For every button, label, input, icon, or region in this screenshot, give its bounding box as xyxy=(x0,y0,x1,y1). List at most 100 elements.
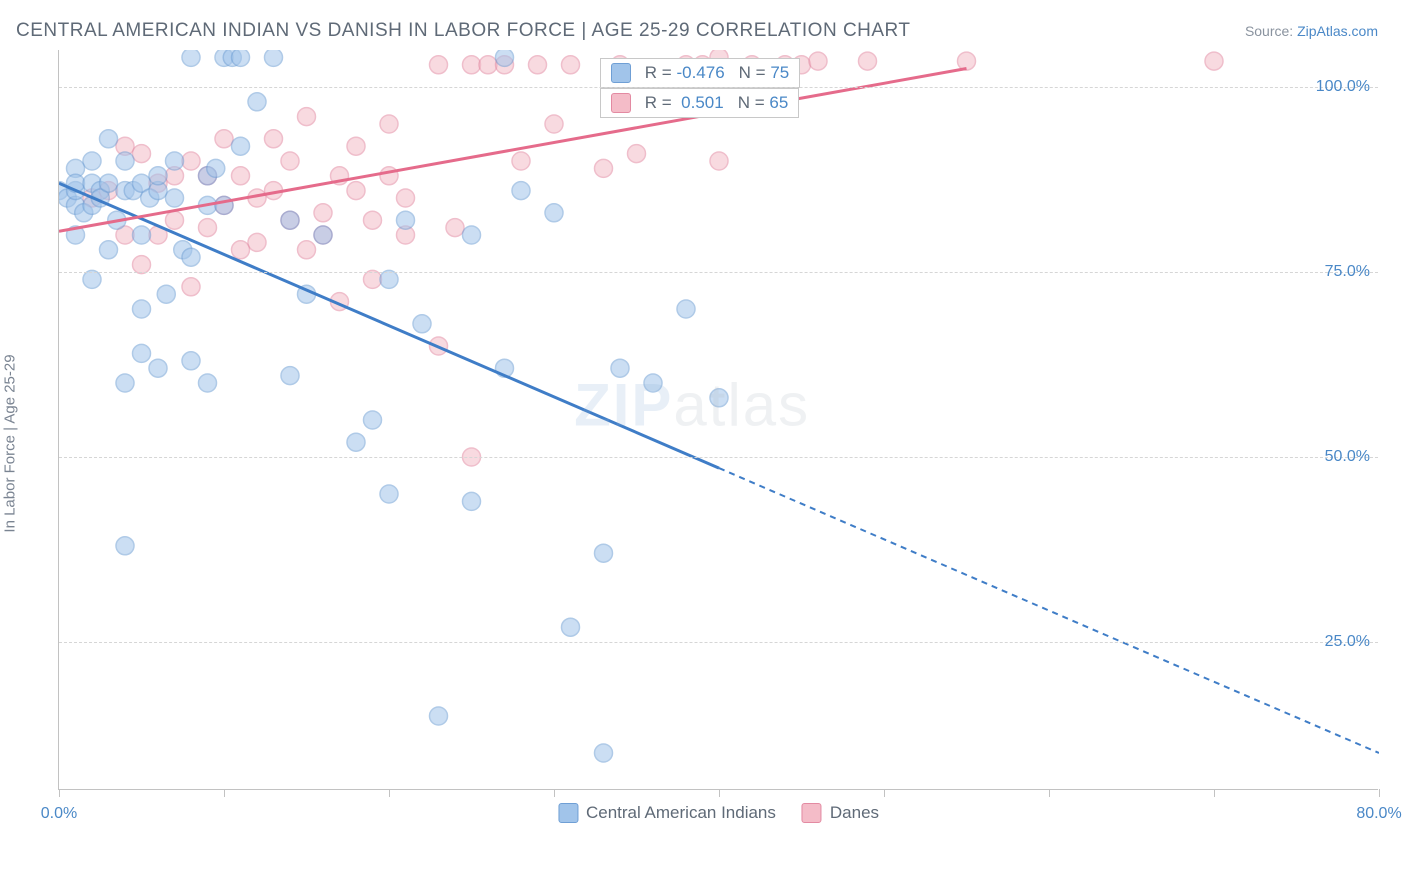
data-point xyxy=(347,433,365,451)
data-point xyxy=(595,744,613,762)
data-point xyxy=(265,130,283,148)
correlation-swatch-pink xyxy=(611,93,631,113)
data-point xyxy=(562,56,580,74)
data-point xyxy=(710,152,728,170)
data-point xyxy=(1205,52,1223,70)
data-point xyxy=(281,367,299,385)
x-tick xyxy=(1214,789,1215,797)
y-tick-label: 25.0% xyxy=(1325,633,1370,651)
data-point xyxy=(215,130,233,148)
x-tick-label: 80.0% xyxy=(1356,805,1401,823)
data-point xyxy=(364,211,382,229)
data-point xyxy=(116,374,134,392)
data-point xyxy=(133,300,151,318)
data-point xyxy=(248,233,266,251)
data-point xyxy=(298,241,316,259)
x-tick xyxy=(224,789,225,797)
data-point xyxy=(166,189,184,207)
data-point xyxy=(232,137,250,155)
source-link[interactable]: ZipAtlas.com xyxy=(1297,23,1378,39)
data-point xyxy=(380,485,398,503)
data-point xyxy=(281,152,299,170)
data-point xyxy=(611,359,629,377)
data-point xyxy=(298,108,316,126)
data-point xyxy=(83,152,101,170)
data-point xyxy=(809,52,827,70)
legend-item-blue: Central American Indians xyxy=(558,803,776,823)
data-point xyxy=(529,56,547,74)
data-point xyxy=(232,50,250,66)
data-point xyxy=(512,182,530,200)
data-point xyxy=(133,344,151,362)
data-point xyxy=(710,389,728,407)
data-point xyxy=(199,374,217,392)
data-point xyxy=(562,618,580,636)
data-point xyxy=(463,226,481,244)
data-point xyxy=(133,145,151,163)
legend: Central American Indians Danes xyxy=(558,803,879,823)
data-point xyxy=(116,537,134,555)
data-point xyxy=(859,52,877,70)
data-point xyxy=(281,211,299,229)
y-tick-label: 100.0% xyxy=(1316,78,1370,96)
data-point xyxy=(100,241,118,259)
data-point xyxy=(677,300,695,318)
gridline xyxy=(59,272,1378,273)
legend-label-blue: Central American Indians xyxy=(586,803,776,823)
x-tick xyxy=(389,789,390,797)
data-point xyxy=(595,159,613,177)
data-point xyxy=(347,182,365,200)
data-point xyxy=(430,56,448,74)
y-axis-label: In Labor Force | Age 25-29 xyxy=(2,354,19,532)
data-point xyxy=(133,226,151,244)
gridline xyxy=(59,457,1378,458)
data-point xyxy=(397,211,415,229)
x-tick xyxy=(719,789,720,797)
trend-line xyxy=(59,183,719,468)
x-tick xyxy=(1049,789,1050,797)
data-point xyxy=(248,93,266,111)
legend-swatch-blue xyxy=(558,803,578,823)
data-point xyxy=(463,492,481,510)
data-point xyxy=(166,211,184,229)
data-point xyxy=(265,50,283,66)
data-point xyxy=(157,285,175,303)
data-point xyxy=(182,152,200,170)
data-point xyxy=(232,167,250,185)
data-point xyxy=(314,226,332,244)
data-point xyxy=(595,544,613,562)
data-point xyxy=(182,278,200,296)
x-tick-label: 0.0% xyxy=(41,805,77,823)
plot-svg xyxy=(59,50,1379,790)
data-point xyxy=(479,56,497,74)
data-point xyxy=(314,204,332,222)
x-tick xyxy=(554,789,555,797)
chart-title: CENTRAL AMERICAN INDIAN VS DANISH IN LAB… xyxy=(16,20,911,42)
data-point xyxy=(166,152,184,170)
gridline xyxy=(59,87,1378,88)
data-point xyxy=(644,374,662,392)
data-point xyxy=(496,50,514,66)
data-point xyxy=(199,219,217,237)
data-point xyxy=(83,270,101,288)
data-point xyxy=(207,159,225,177)
y-tick-label: 50.0% xyxy=(1325,448,1370,466)
trend-line xyxy=(59,69,967,232)
data-point xyxy=(446,219,464,237)
data-point xyxy=(100,174,118,192)
legend-swatch-pink xyxy=(802,803,822,823)
x-tick xyxy=(884,789,885,797)
data-point xyxy=(512,152,530,170)
data-point xyxy=(397,189,415,207)
legend-label-pink: Danes xyxy=(830,803,879,823)
legend-item-pink: Danes xyxy=(802,803,879,823)
trend-line xyxy=(719,468,1379,753)
x-tick xyxy=(1379,789,1380,797)
data-point xyxy=(958,52,976,70)
gridline xyxy=(59,642,1378,643)
data-point xyxy=(182,50,200,66)
data-point xyxy=(182,248,200,266)
chart-area: In Labor Force | Age 25-29 ZIPatlas R = … xyxy=(36,50,1396,820)
data-point xyxy=(628,145,646,163)
data-point xyxy=(149,167,167,185)
